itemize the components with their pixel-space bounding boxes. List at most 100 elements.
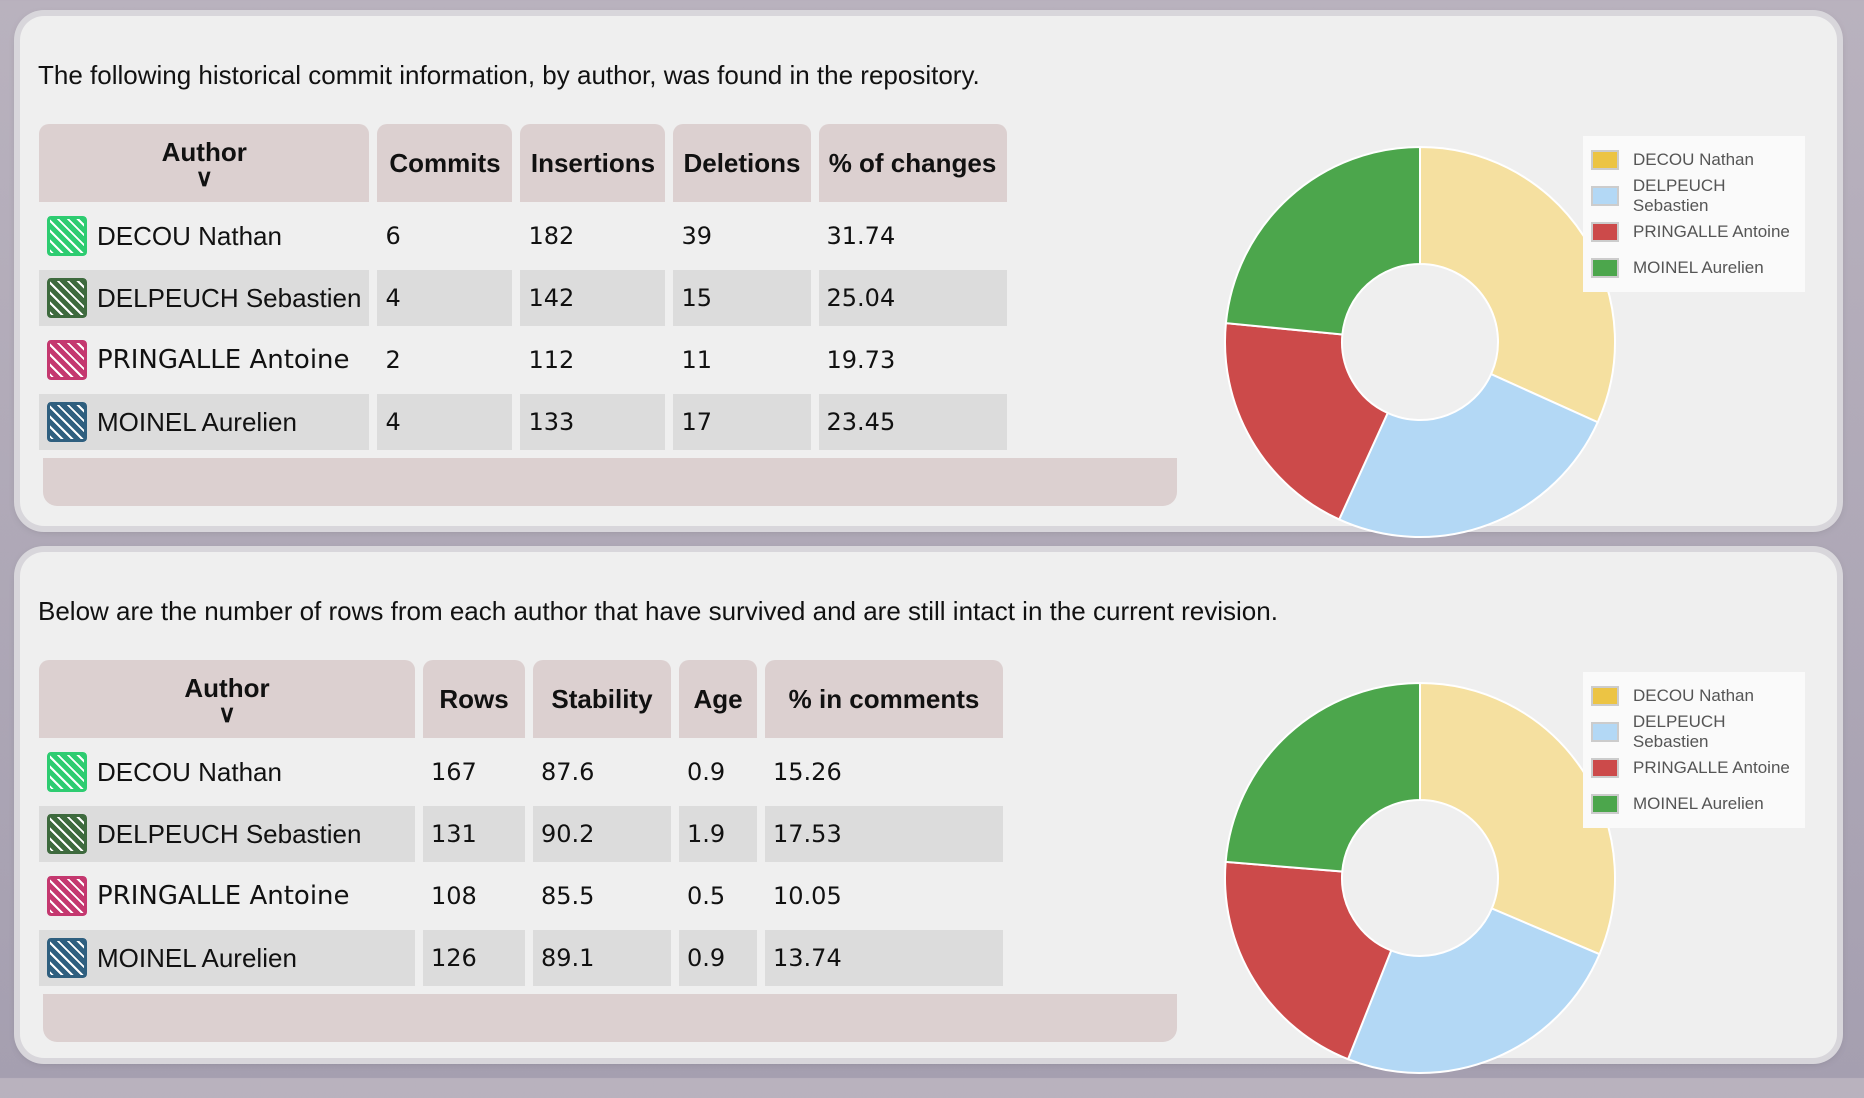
legend-item[interactable]: DECOU Nathan xyxy=(1583,678,1805,714)
pct-cell: 23.45 xyxy=(818,394,1007,450)
rows-cell: 131 xyxy=(423,806,525,862)
legend-swatch xyxy=(1591,222,1619,242)
legend-swatch xyxy=(1591,758,1619,778)
commits-cell: 6 xyxy=(377,208,513,264)
pie-slice-decou-nathan[interactable] xyxy=(1419,145,1616,424)
delpeuch-avatar-icon xyxy=(47,814,87,854)
rows-cell: 167 xyxy=(423,744,525,800)
comments-cell: 13.74 xyxy=(765,930,1003,986)
legend-label: DELPEUCH Sebastien xyxy=(1632,712,1726,751)
decou-avatar-icon xyxy=(47,216,87,256)
deletions-cell: 39 xyxy=(673,208,811,264)
pie-slice-decou-nathan[interactable] xyxy=(1419,681,1616,956)
insertions-cell: 142 xyxy=(520,270,666,326)
legend-item[interactable]: PRINGALLE Antoine xyxy=(1583,750,1805,786)
author-header-label: Author xyxy=(184,672,270,703)
age-cell: 0.9 xyxy=(679,744,757,800)
legend-item[interactable]: DECOU Nathan xyxy=(1583,142,1805,178)
legend-label: DELPEUCH Sebastien xyxy=(1632,176,1726,215)
survival-table: Author ∨ Rows Stability Age % in comment… xyxy=(31,654,1011,992)
author-cell: MOINEL Aurelien xyxy=(39,930,415,986)
table-footer xyxy=(43,458,1177,506)
pct-comments-column-header[interactable]: % in comments xyxy=(765,660,1003,738)
author-cell: PRINGALLE Antoine xyxy=(39,868,415,924)
comments-cell: 15.26 xyxy=(765,744,1003,800)
stability-column-header[interactable]: Stability xyxy=(533,660,671,738)
commits-cell: 2 xyxy=(377,332,513,388)
author-cell: DELPEUCH Sebastien xyxy=(39,270,370,326)
author-name: DELPEUCH Sebastien xyxy=(97,282,362,313)
commit-intro-text: The following historical commit informat… xyxy=(38,60,980,90)
pie-slice-pringalle-antoine[interactable] xyxy=(1224,322,1389,521)
table-row: MOINEL Aurelien 126 89.1 0.9 13.74 xyxy=(39,930,1003,986)
legend-item[interactable]: MOINEL Aurelien xyxy=(1583,786,1805,822)
rows-chart-legend: DECOU Nathan DELPEUCH Sebastien PRINGALL… xyxy=(1583,672,1805,828)
decou-avatar-icon xyxy=(47,752,87,792)
stability-cell: 89.1 xyxy=(533,930,671,986)
moinel-avatar-icon xyxy=(47,938,87,978)
pct-changes-column-header[interactable]: % of changes xyxy=(818,124,1007,202)
table-row: PRINGALLE Antoine 108 85.5 0.5 10.05 xyxy=(39,868,1003,924)
rows-donut-chart xyxy=(1224,681,1616,1074)
table-row: DELPEUCH Sebastien 4 142 15 25.04 xyxy=(39,270,1007,326)
legend-label: DECOU Nathan xyxy=(1633,150,1754,169)
insertions-column-header[interactable]: Insertions xyxy=(520,124,666,202)
pie-slice-delpeuch-sebastien[interactable] xyxy=(1337,372,1600,538)
table-row: DECOU Nathan 167 87.6 0.9 15.26 xyxy=(39,744,1003,800)
pie-slice-moinel-aurelien[interactable] xyxy=(1224,145,1421,336)
survival-info-panel: Below are the number of rows from each a… xyxy=(20,552,1837,1074)
legend-label: PRINGALLE Antoine xyxy=(1633,758,1790,777)
pringalle-avatar-icon xyxy=(47,876,87,916)
rows-column-header[interactable]: Rows xyxy=(423,660,525,738)
stability-cell: 87.6 xyxy=(533,744,671,800)
pct-cell: 19.73 xyxy=(818,332,1007,388)
sort-down-icon: ∨ xyxy=(218,700,236,728)
deletions-cell: 15 xyxy=(673,270,811,326)
pie-slice-pringalle-antoine[interactable] xyxy=(1224,860,1393,1061)
age-cell: 0.9 xyxy=(679,930,757,986)
author-name: DECOU Nathan xyxy=(97,756,282,787)
legend-swatch xyxy=(1591,186,1619,206)
author-name: MOINEL Aurelien xyxy=(97,406,297,437)
legend-swatch xyxy=(1591,794,1619,814)
delpeuch-avatar-icon xyxy=(47,278,87,318)
age-cell: 0.5 xyxy=(679,868,757,924)
pie-slice-delpeuch-sebastien[interactable] xyxy=(1346,907,1601,1074)
legend-label: PRINGALLE Antoine xyxy=(1633,222,1790,241)
author-column-header[interactable]: Author ∨ xyxy=(39,124,370,202)
commit-info-panel: The following historical commit informat… xyxy=(20,16,1837,538)
stability-cell: 90.2 xyxy=(533,806,671,862)
deletions-column-header[interactable]: Deletions xyxy=(673,124,811,202)
commits-cell: 4 xyxy=(377,394,513,450)
legend-item[interactable]: PRINGALLE Antoine xyxy=(1583,214,1805,250)
insertions-cell: 182 xyxy=(520,208,666,264)
legend-label: DECOU Nathan xyxy=(1633,686,1754,705)
table-footer xyxy=(43,994,1177,1042)
legend-swatch xyxy=(1591,722,1619,742)
commits-column-header[interactable]: Commits xyxy=(377,124,513,202)
legend-item[interactable]: MOINEL Aurelien xyxy=(1583,250,1805,286)
author-cell: DELPEUCH Sebastien xyxy=(39,806,415,862)
pie-slice-moinel-aurelien[interactable] xyxy=(1224,681,1421,873)
rows-cell: 126 xyxy=(423,930,525,986)
author-name: DELPEUCH Sebastien xyxy=(97,818,362,849)
author-name: MOINEL Aurelien xyxy=(97,942,297,973)
legend-item[interactable]: DELPEUCH Sebastien xyxy=(1583,712,1805,751)
legend-swatch xyxy=(1591,150,1619,170)
legend-swatch xyxy=(1591,258,1619,278)
survival-intro-text: Below are the number of rows from each a… xyxy=(38,596,1278,626)
author-cell: DECOU Nathan xyxy=(39,744,415,800)
moinel-avatar-icon xyxy=(47,402,87,442)
author-header-label: Author xyxy=(161,136,247,167)
author-column-header[interactable]: Author ∨ xyxy=(39,660,415,738)
insertions-cell: 133 xyxy=(520,394,666,450)
author-name: DECOU Nathan xyxy=(97,220,282,251)
deletions-cell: 17 xyxy=(673,394,811,450)
legend-item[interactable]: DELPEUCH Sebastien xyxy=(1583,176,1805,215)
age-column-header[interactable]: Age xyxy=(679,660,757,738)
comments-cell: 10.05 xyxy=(765,868,1003,924)
commits-table: Author ∨ Commits Insertions Deletions % … xyxy=(31,118,1015,456)
table-row: MOINEL Aurelien 4 133 17 23.45 xyxy=(39,394,1007,450)
table-row: DELPEUCH Sebastien 131 90.2 1.9 17.53 xyxy=(39,806,1003,862)
table-row: DECOU Nathan 6 182 39 31.74 xyxy=(39,208,1007,264)
